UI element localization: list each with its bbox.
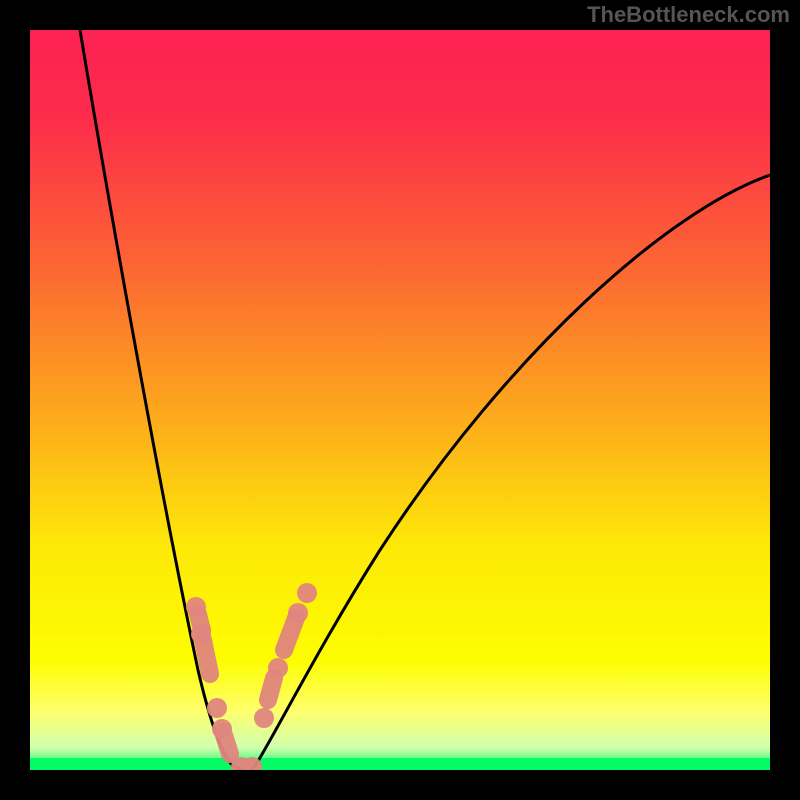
chart-root: TheBottleneck.com bbox=[0, 0, 800, 800]
plot-area bbox=[30, 30, 770, 770]
watermark-text: TheBottleneck.com bbox=[587, 2, 790, 28]
curve-layer bbox=[30, 30, 770, 770]
